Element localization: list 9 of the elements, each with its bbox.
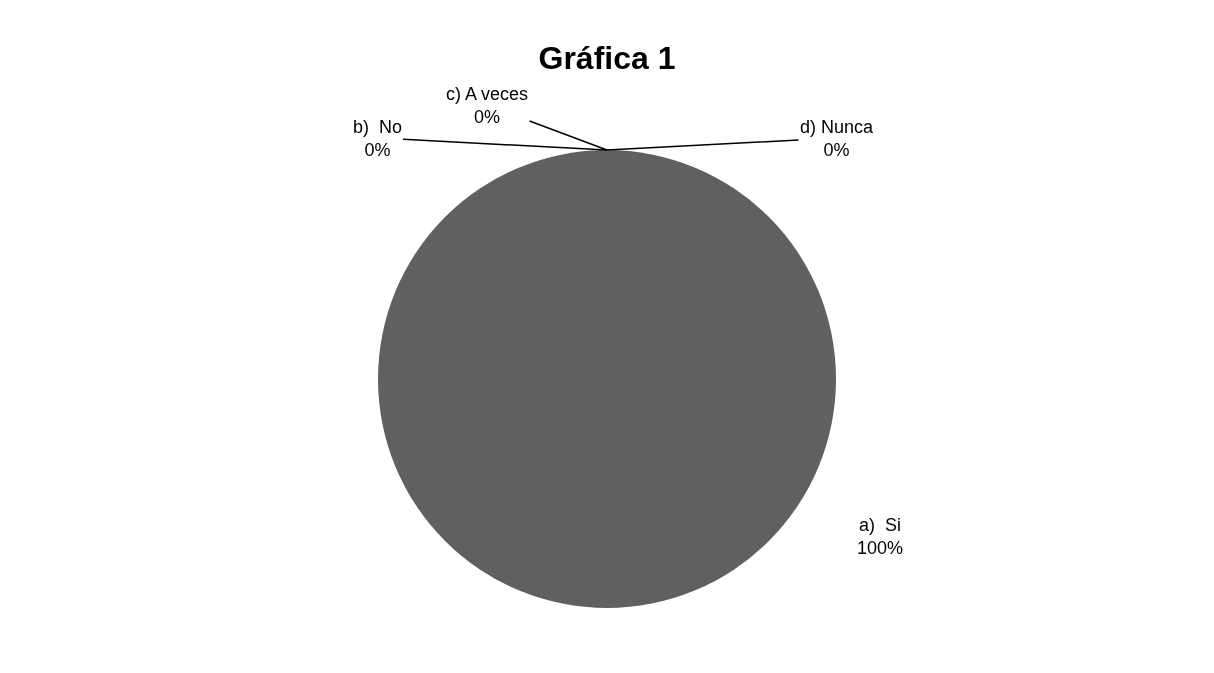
data-label: 100% bbox=[857, 538, 904, 559]
text: 0% bbox=[474, 107, 501, 128]
category-label: c) A veces bbox=[446, 84, 529, 104]
chart-title: Gráfica 1 bbox=[538, 40, 676, 77]
category-label: b) No bbox=[353, 117, 403, 137]
category-label: d) Nunca bbox=[800, 117, 874, 137]
text: 0% bbox=[364, 140, 391, 161]
slice-label: a) Si bbox=[859, 515, 902, 535]
text: 0% bbox=[823, 140, 850, 161]
